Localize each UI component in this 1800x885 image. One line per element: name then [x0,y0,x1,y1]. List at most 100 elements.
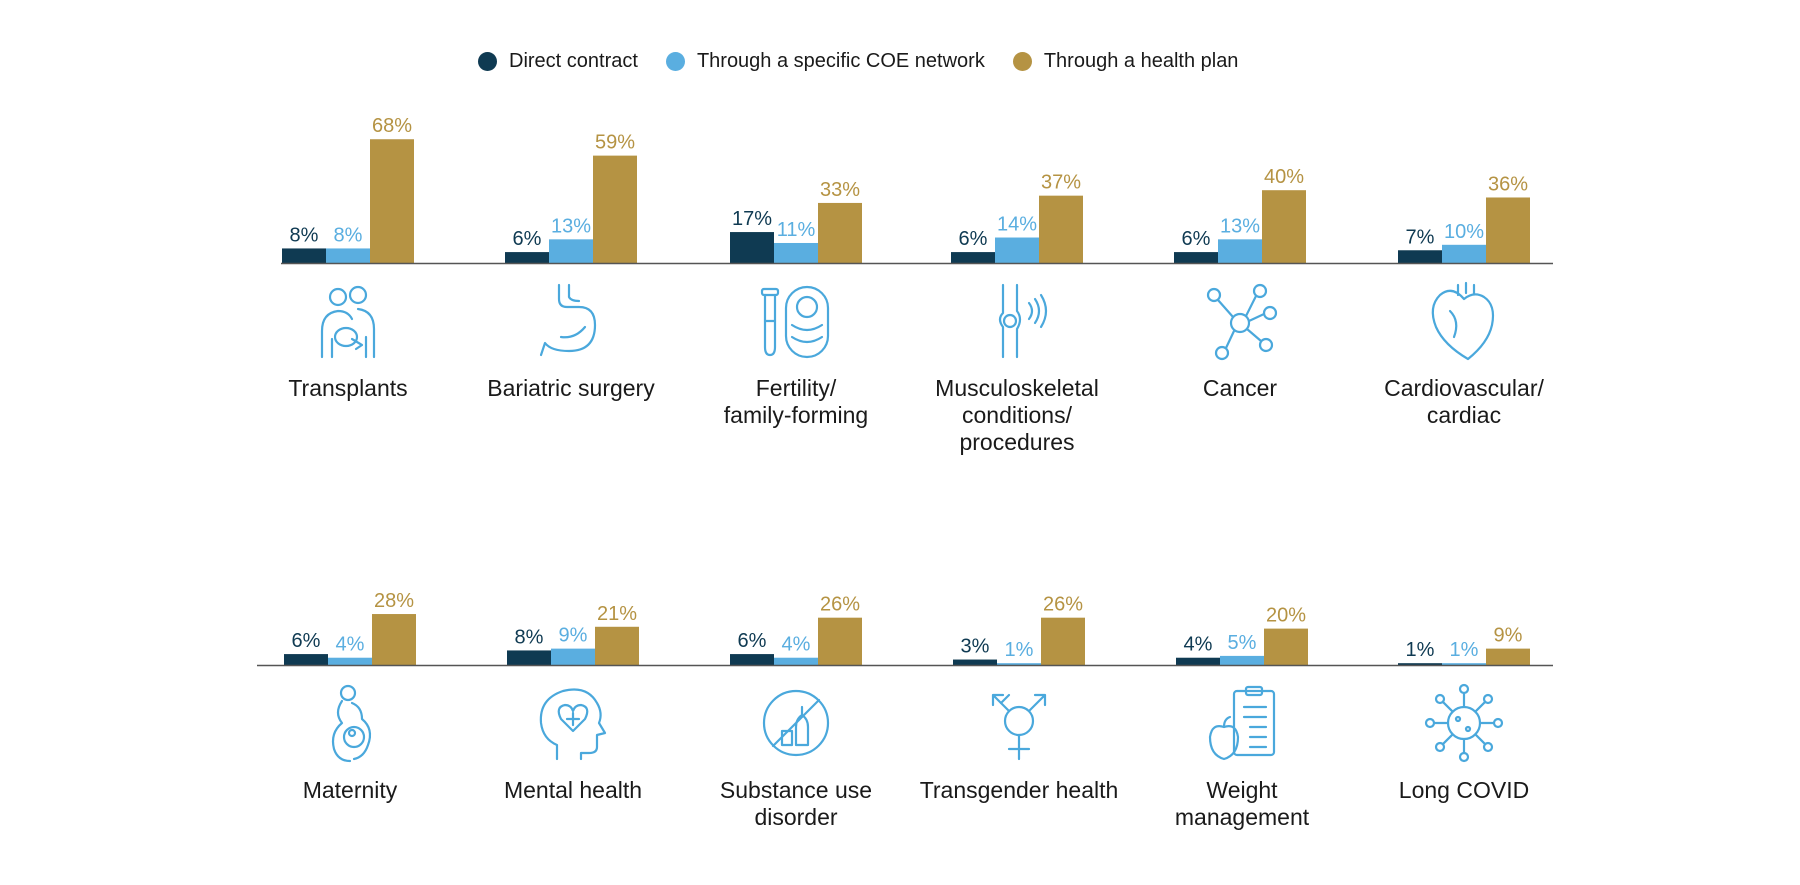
bar-direct [730,654,774,665]
bar-direct [730,232,774,263]
data-label-coe: 4% [782,634,811,656]
bar-plan [1262,190,1306,263]
category-label-line: cardiac [1426,402,1502,428]
bar-coe [997,663,1041,665]
legend-swatch-coe [665,52,685,71]
knee-joint-icon [977,281,1057,361]
transgender-symbol-icon [979,683,1059,763]
category-group-molecule: 6% 13% 40% [1174,166,1306,263]
data-label-plan: 36% [1488,173,1528,195]
stomach-icon [531,281,611,361]
data-label-direct: 7% [1406,226,1435,248]
bar-coe [1220,655,1264,665]
legend-item-health-plan: Through a health plan [1012,50,1239,73]
data-label-coe: 4% [336,634,365,656]
data-label-direct: 3% [961,636,990,658]
molecule-icon [1200,281,1280,361]
category-label: Mental health [473,777,673,804]
data-label-plan: 68% [372,115,412,137]
data-label-plan: 40% [1264,166,1304,188]
bar-coe [774,242,818,263]
legend-item-direct-contract: Direct contract [478,50,638,73]
category-group-head-heart: 8% 9% 21% [507,603,639,665]
data-label-plan: 26% [1043,594,1083,616]
legend-label-plan: Through a health plan [1043,50,1239,72]
bar-plan [1264,628,1308,665]
category-group-stomach: 6% 13% 59% [505,132,637,263]
category-label-line: Maternity [302,777,398,803]
bar-plan [1039,195,1083,263]
category-group-transgender-symbol: 3% 1% 26% [953,594,1085,665]
bar-direct [284,654,328,665]
bar-direct [953,659,997,665]
data-label-direct: 8% [515,626,544,648]
data-label-coe: 13% [551,215,591,237]
bar-plan [593,155,637,263]
category-label-line: Transgender health [919,777,1119,803]
data-label-plan: 37% [1041,172,1081,194]
data-label-plan: 9% [1494,625,1523,647]
legend-label-direct: Direct contract [509,50,638,72]
category-group-apple-clipboard: 4% 5% 20% [1176,605,1308,665]
data-label-coe: 11% [777,219,816,241]
bar-direct [282,248,326,263]
bar-plan [372,614,416,665]
bar-coe [1442,244,1486,263]
bar-coe [995,237,1039,263]
category-label: Weight management [1142,777,1342,831]
category-label: Fertility/family-forming [696,375,896,429]
category-group-heart: 7% 10% 36% [1398,173,1530,263]
data-label-plan: 21% [597,603,637,625]
category-label: Transgender health [919,777,1119,804]
data-label-coe: 1% [1450,639,1479,661]
data-label-coe: 5% [1228,632,1257,654]
bar-direct [1398,250,1442,263]
category-label: Transplants [248,375,448,402]
data-label-coe: 8% [334,224,363,246]
bar-direct [1398,663,1442,665]
bar-coe [549,239,593,263]
legend-label-coe: Through a specific COE network [696,50,985,72]
legend-swatch-direct [478,52,497,71]
category-label-line: Bariatric surgery [487,375,655,401]
virus-icon [1424,683,1504,763]
bar-plan [1486,197,1530,263]
category-label-line: Substance use [719,777,873,803]
category-label-line: Long COVID [1398,777,1530,803]
legend-swatch-plan [1012,52,1032,71]
data-label-plan: 20% [1266,605,1306,627]
data-label-direct: 6% [513,228,542,250]
data-label-coe: 14% [997,214,1037,236]
category-label: Cancer [1140,375,1340,402]
head-heart-icon [533,683,613,763]
category-group-transplant: 8% 8% 68% [282,115,414,263]
bar-direct [951,252,995,263]
category-label-line: family-forming [723,402,869,428]
data-label-direct: 6% [959,228,988,250]
bar-plan [1486,648,1530,665]
bar-plan [1041,617,1085,665]
bar-plan [370,139,414,263]
category-group-knee-joint: 6% 14%37% [951,172,1083,263]
data-label-direct: 4% [1184,634,1213,656]
baby-test-tube-icon [756,281,836,361]
category-group-baby-test-tube: 17% 11%33% [730,179,862,263]
category-label-line: Cancer [1202,375,1278,401]
chart-legend: Direct contract Through a specific COE n… [478,50,1266,73]
data-label-coe: 1% [1005,639,1034,661]
bar-coe [1442,663,1486,665]
transplant-icon [308,281,388,361]
data-label-direct: 6% [1182,228,1211,250]
category-label-line: Musculoskeletal [935,375,1099,401]
category-group-pregnancy: 6% 4% 28% [284,590,416,665]
bar-coe [774,657,818,665]
category-label: Substance use disorder [696,777,896,831]
category-label-line: Mental health [503,777,643,803]
category-group-virus: 1% 1% 9% [1398,625,1530,665]
category-label-line: Weight [1206,777,1278,803]
bar-plan [818,202,862,263]
bar-direct [1174,252,1218,263]
data-label-plan: 26% [820,594,860,616]
data-label-coe: 13% [1220,215,1260,237]
